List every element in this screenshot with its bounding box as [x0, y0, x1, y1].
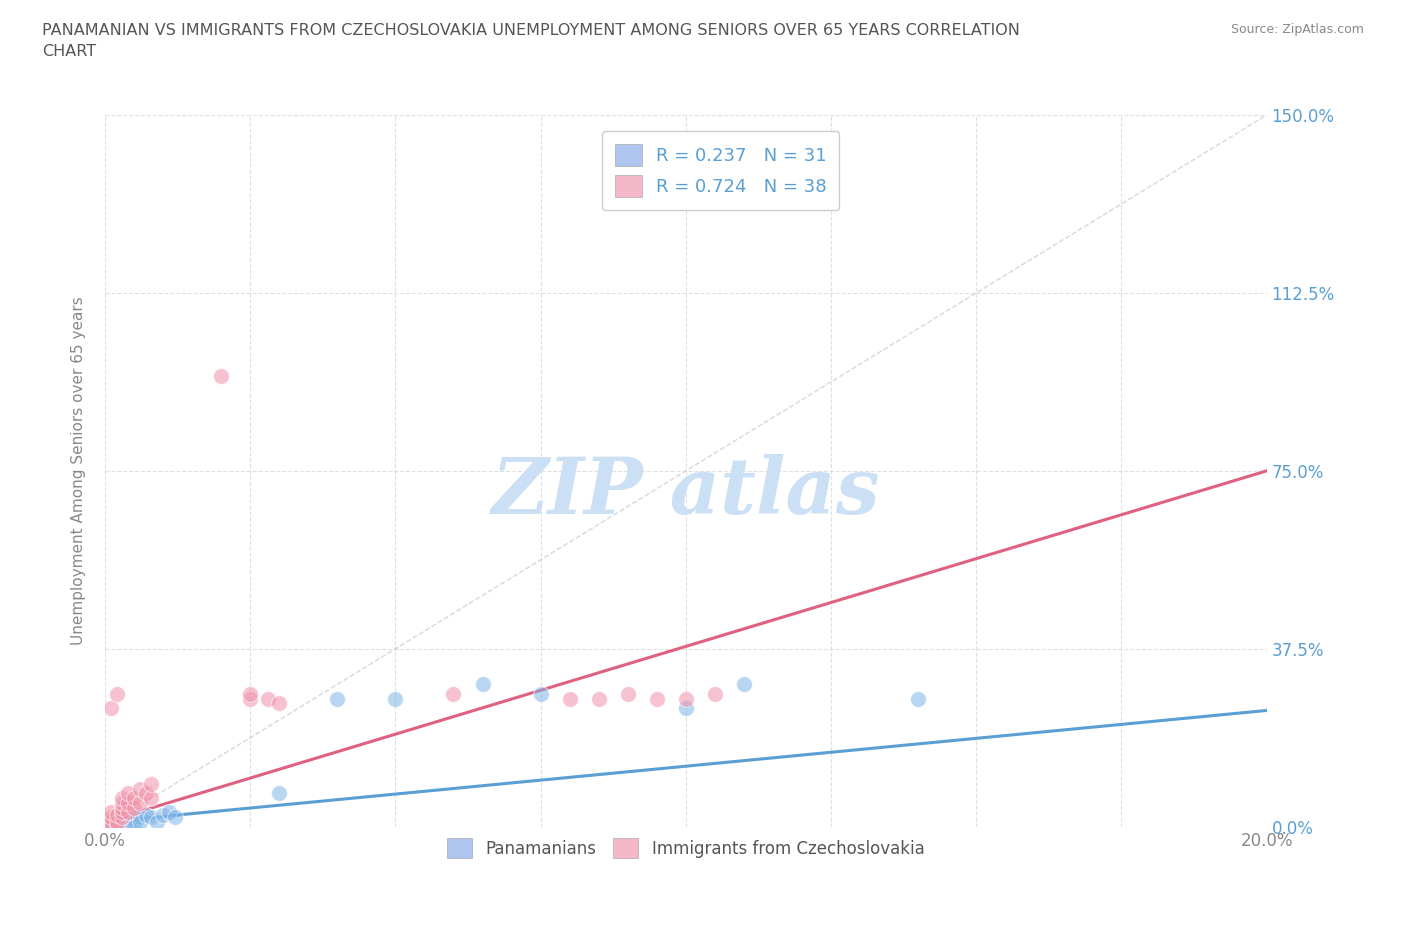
- Point: [117, 805, 139, 820]
- Y-axis label: Unemployment Among Seniors over 65 years: Unemployment Among Seniors over 65 years: [72, 297, 86, 645]
- Point: [443, 686, 465, 701]
- Point: [269, 696, 291, 711]
- Text: PANAMANIAN VS IMMIGRANTS FROM CZECHOSLOVAKIA UNEMPLOYMENT AMONG SENIORS OVER 65 : PANAMANIAN VS IMMIGRANTS FROM CZECHOSLOV…: [42, 23, 1021, 60]
- Text: ZIP atlas: ZIP atlas: [492, 454, 880, 530]
- Point: [105, 815, 128, 830]
- Point: [128, 815, 150, 830]
- Point: [111, 790, 134, 805]
- Point: [256, 691, 278, 706]
- Point: [105, 819, 128, 834]
- Point: [105, 817, 128, 831]
- Point: [117, 819, 139, 834]
- Point: [111, 795, 134, 810]
- Point: [94, 819, 117, 834]
- Point: [105, 819, 128, 834]
- Point: [94, 817, 117, 831]
- Point: [558, 691, 581, 706]
- Point: [152, 807, 174, 822]
- Text: Source: ZipAtlas.com: Source: ZipAtlas.com: [1230, 23, 1364, 36]
- Point: [128, 795, 150, 810]
- Point: [128, 781, 150, 796]
- Point: [471, 677, 494, 692]
- Point: [117, 815, 139, 830]
- Point: [105, 815, 128, 830]
- Point: [100, 810, 122, 825]
- Point: [111, 810, 134, 825]
- Point: [100, 815, 122, 830]
- Point: [146, 815, 169, 830]
- Point: [141, 790, 163, 805]
- Point: [100, 819, 122, 834]
- Point: [100, 819, 122, 834]
- Point: [675, 700, 697, 715]
- Point: [111, 805, 134, 820]
- Point: [117, 795, 139, 810]
- Point: [163, 810, 186, 825]
- Point: [384, 691, 406, 706]
- Point: [645, 691, 668, 706]
- Point: [703, 686, 725, 701]
- Point: [209, 368, 232, 383]
- Point: [122, 801, 145, 816]
- Point: [141, 777, 163, 791]
- Point: [111, 801, 134, 816]
- Point: [111, 810, 134, 825]
- Point: [100, 815, 122, 830]
- Point: [117, 786, 139, 801]
- Legend: Panamanians, Immigrants from Czechoslovakia: Panamanians, Immigrants from Czechoslova…: [437, 828, 935, 869]
- Point: [105, 807, 128, 822]
- Point: [122, 790, 145, 805]
- Point: [733, 677, 755, 692]
- Point: [100, 700, 122, 715]
- Point: [157, 805, 180, 820]
- Point: [269, 786, 291, 801]
- Point: [326, 691, 349, 706]
- Point: [128, 810, 150, 825]
- Point: [105, 686, 128, 701]
- Point: [100, 817, 122, 831]
- Point: [135, 786, 157, 801]
- Point: [111, 819, 134, 834]
- Point: [111, 812, 134, 827]
- Point: [616, 686, 638, 701]
- Point: [588, 691, 610, 706]
- Point: [907, 691, 929, 706]
- Point: [94, 819, 117, 834]
- Point: [135, 807, 157, 822]
- Point: [675, 691, 697, 706]
- Point: [239, 691, 262, 706]
- Point: [122, 812, 145, 827]
- Point: [141, 810, 163, 825]
- Point: [239, 686, 262, 701]
- Point: [122, 819, 145, 834]
- Point: [530, 686, 553, 701]
- Point: [122, 807, 145, 822]
- Point: [100, 805, 122, 820]
